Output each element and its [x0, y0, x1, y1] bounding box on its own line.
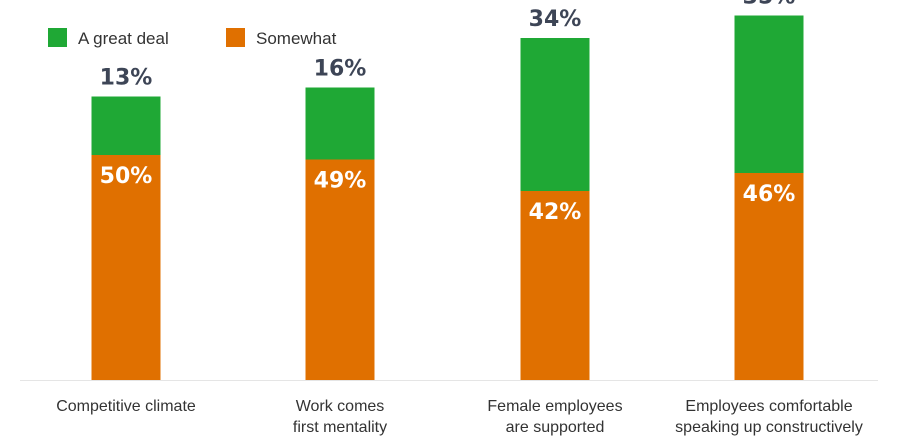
category-labels: Competitive climate Work comes first menta… — [56, 398, 863, 436]
legend: A great deal Somewhat — [48, 28, 337, 48]
bar-segment-somewhat — [91, 155, 161, 380]
category-label-line: Work comes — [296, 398, 385, 415]
category-label: Female employees are supported — [487, 398, 622, 436]
category-label-line: Female employees — [487, 398, 622, 415]
bar-segment-somewhat — [305, 159, 375, 380]
legend-swatch-somewhat — [226, 28, 245, 47]
data-label-a-great-deal: 35% — [743, 0, 796, 10]
data-label-a-great-deal: 13% — [100, 66, 153, 91]
legend-swatch-a-great-deal — [48, 28, 67, 47]
legend-label-a-great-deal: A great deal — [78, 29, 169, 48]
bar-segment-somewhat — [734, 173, 804, 380]
data-label-somewhat: 46% — [743, 182, 796, 207]
data-label-somewhat: 50% — [100, 164, 153, 189]
category-label: Competitive climate — [56, 398, 196, 415]
category-label-line: speaking up constructively — [675, 419, 863, 436]
data-label-a-great-deal: 34% — [529, 7, 582, 32]
bars: 50% 13% 49% 16% 42% 34% 46% 35% — [91, 0, 804, 380]
category-label: Employees comfortable speaking up constru… — [675, 398, 863, 436]
category-label-line: first mentality — [293, 419, 387, 436]
data-label-somewhat: 42% — [529, 200, 582, 225]
category-label: Work comes first mentality — [293, 398, 387, 436]
category-label-line: are supported — [506, 419, 605, 436]
legend-label-somewhat: Somewhat — [256, 29, 337, 48]
bar-segment-somewhat — [520, 191, 590, 380]
data-label-a-great-deal: 16% — [314, 57, 367, 82]
category-label-line: Competitive climate — [56, 398, 196, 415]
category-label-line: Employees comfortable — [685, 398, 852, 415]
bar-segment-a-great-deal — [305, 87, 375, 160]
bar-segment-a-great-deal — [91, 96, 161, 155]
bar-segment-a-great-deal — [734, 15, 804, 173]
bar-segment-a-great-deal — [520, 38, 590, 191]
data-label-somewhat: 49% — [314, 169, 367, 194]
